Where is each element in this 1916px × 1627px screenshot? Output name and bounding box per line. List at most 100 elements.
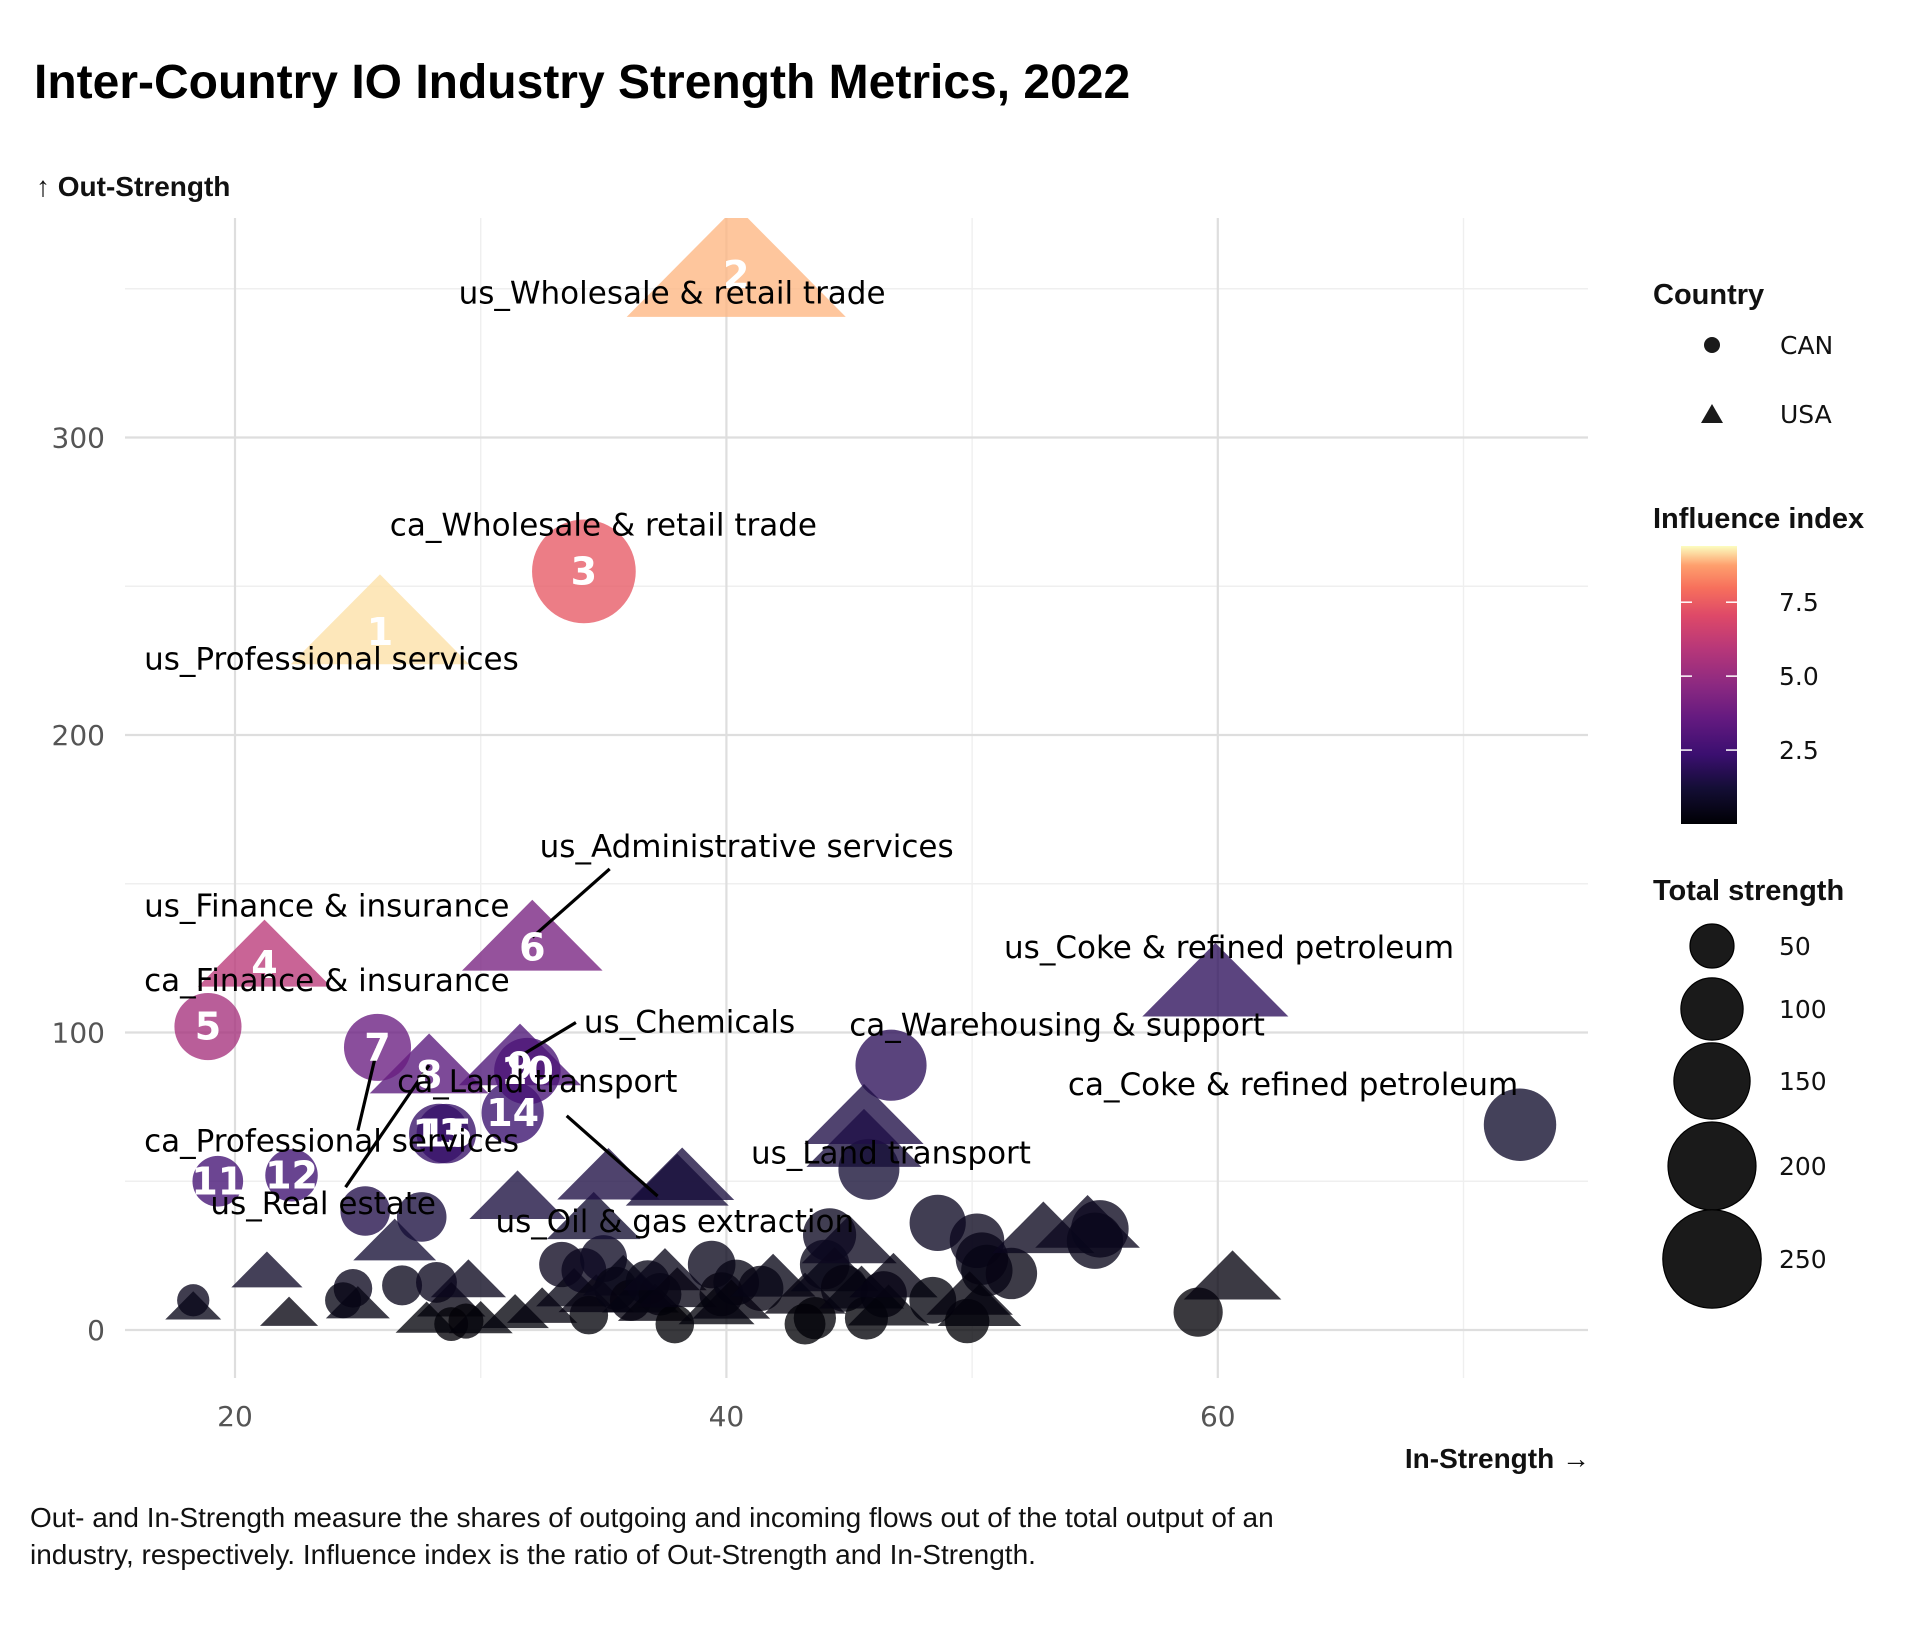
point-can [838,1138,900,1200]
colorbar-tick-label: 7.5 [1779,588,1819,617]
x-tick-label: 40 [709,1400,745,1433]
x-tick-label: 20 [217,1400,253,1433]
point-usa [692,1279,771,1319]
point-rank-3 [532,519,636,624]
x-axis-title: In-Strength → [1405,1443,1590,1474]
x-axis-ticks: 20 40 60 [217,1400,1235,1433]
size-legend-circle-icon [1673,1042,1751,1120]
rank-number: 12 [265,1153,318,1197]
caption-line-2: industry, respectively. Influence index … [30,1539,1036,1570]
rank-number: 9 [507,1044,533,1088]
point-usa [165,1291,222,1320]
point-ca-warehousing-support [855,1029,927,1101]
rank-number: 2 [723,253,749,297]
point-label: ca_Finance & insurance [144,963,510,999]
legend-country-title: Country [1653,279,1764,311]
rank-number: 14 [486,1091,539,1135]
y-tick-label: 100 [52,1017,105,1050]
legend-country: Country CAN USA [1653,279,1833,429]
label-segments [344,867,659,1198]
point-usa [231,1251,303,1288]
point-us-coke-refined-petroleum [1142,942,1289,1017]
point-label: us_Finance & insurance [144,888,509,924]
point-can [985,1247,1038,1300]
size-legend-circle-icon [1662,1209,1762,1309]
point-can [340,1186,390,1236]
rank-number: 3 [571,549,597,593]
point-can [396,1192,447,1242]
point-usa [1183,1250,1282,1300]
size-legend-items: 50 100 150 200 250 [1662,923,1827,1309]
point-rank-7 [343,1013,412,1081]
legend: Country CAN USA Influence index 2.5 5.0 7.… [1653,279,1864,1309]
legend-circle-icon [1704,337,1720,353]
point-usa [353,1218,437,1261]
legend-color-title: Influence index [1653,503,1864,535]
size-legend-circle-icon [1667,1121,1757,1211]
point-label: ca_Land transport [397,1064,677,1100]
point-usa [546,1191,641,1240]
point-usa [469,1170,566,1219]
colorbar-tick-label: 5.0 [1779,662,1819,691]
size-legend-circle-icon [1680,977,1744,1041]
point-label: us_Land transport [751,1135,1031,1171]
point-usa [430,1259,507,1298]
label-segment [565,1114,659,1198]
point-label: us_Wholesale & retail trade [459,276,886,312]
rank-number: 11 [191,1159,244,1203]
point-label: us_Professional services [144,642,519,678]
data-points [165,218,1557,1345]
point-label: us_Chemicals [584,1005,795,1041]
point-usa [801,1215,897,1264]
rank-number: 6 [519,925,545,969]
point-rank-8 [369,1033,489,1094]
point-label: ca_Wholesale & retail trade [390,508,817,544]
point-usa [395,1301,458,1333]
point-usa [847,1284,930,1326]
legend-size-title: Total strength [1653,875,1844,907]
point-rank-5 [174,993,242,1061]
point-rank-11 [192,1155,244,1207]
chart-title: Inter-Country IO Industry Strength Metri… [34,56,1130,109]
point-usa [926,1271,1013,1315]
point-can [382,1265,423,1306]
point-label: ca_Coke & refined petroleum [1068,1067,1518,1103]
y-tick-label: 0 [87,1314,105,1347]
colorbar-tick-label: 2.5 [1779,736,1819,765]
point-usa [557,1147,660,1200]
rank-number: 13 [412,1112,465,1156]
label-segment [531,867,611,939]
size-legend-label: 50 [1779,932,1811,961]
rank-number: 7 [364,1025,390,1069]
rank-number: 10 [501,1049,554,1093]
label-segment [519,1021,577,1058]
point-usa [260,1296,319,1326]
size-legend-label: 200 [1779,1152,1827,1181]
point-labels: us_Professional services us_Wholesale & r… [144,276,1518,1240]
point-can [655,1304,695,1344]
point-rank-12 [265,1149,318,1202]
caption-line-1: Out- and In-Strength measure the shares … [30,1502,1274,1533]
legend-size: Total strength 50 100 150 200 250 [1653,875,1844,1309]
point-label: us_Real estate [210,1186,436,1222]
point-can [1066,1212,1124,1269]
point-rank-4 [197,919,332,987]
point-ca-coke-refined-petroleum [1483,1088,1557,1161]
colorbar [1681,546,1737,824]
y-tick-label: 300 [52,422,105,455]
point-label: ca_Professional services [144,1124,519,1160]
y-axis-title: ↑ Out-Strength [36,171,230,202]
y-tick-label: 200 [52,719,105,752]
point-usa [637,1267,717,1308]
point-rank-2 [626,218,846,317]
legend-country-usa: USA [1780,400,1832,429]
point-can [1173,1287,1223,1337]
point-label: ca_Warehousing & support [849,1007,1265,1043]
rank-number: 1 [367,610,393,654]
size-legend-label: 150 [1779,1067,1827,1096]
label-segment [344,1064,431,1189]
legend-triangle-icon [1701,404,1723,423]
colorbar-ticks: 2.5 5.0 7.5 [1681,588,1819,765]
size-legend-circle-icon [1689,923,1735,969]
